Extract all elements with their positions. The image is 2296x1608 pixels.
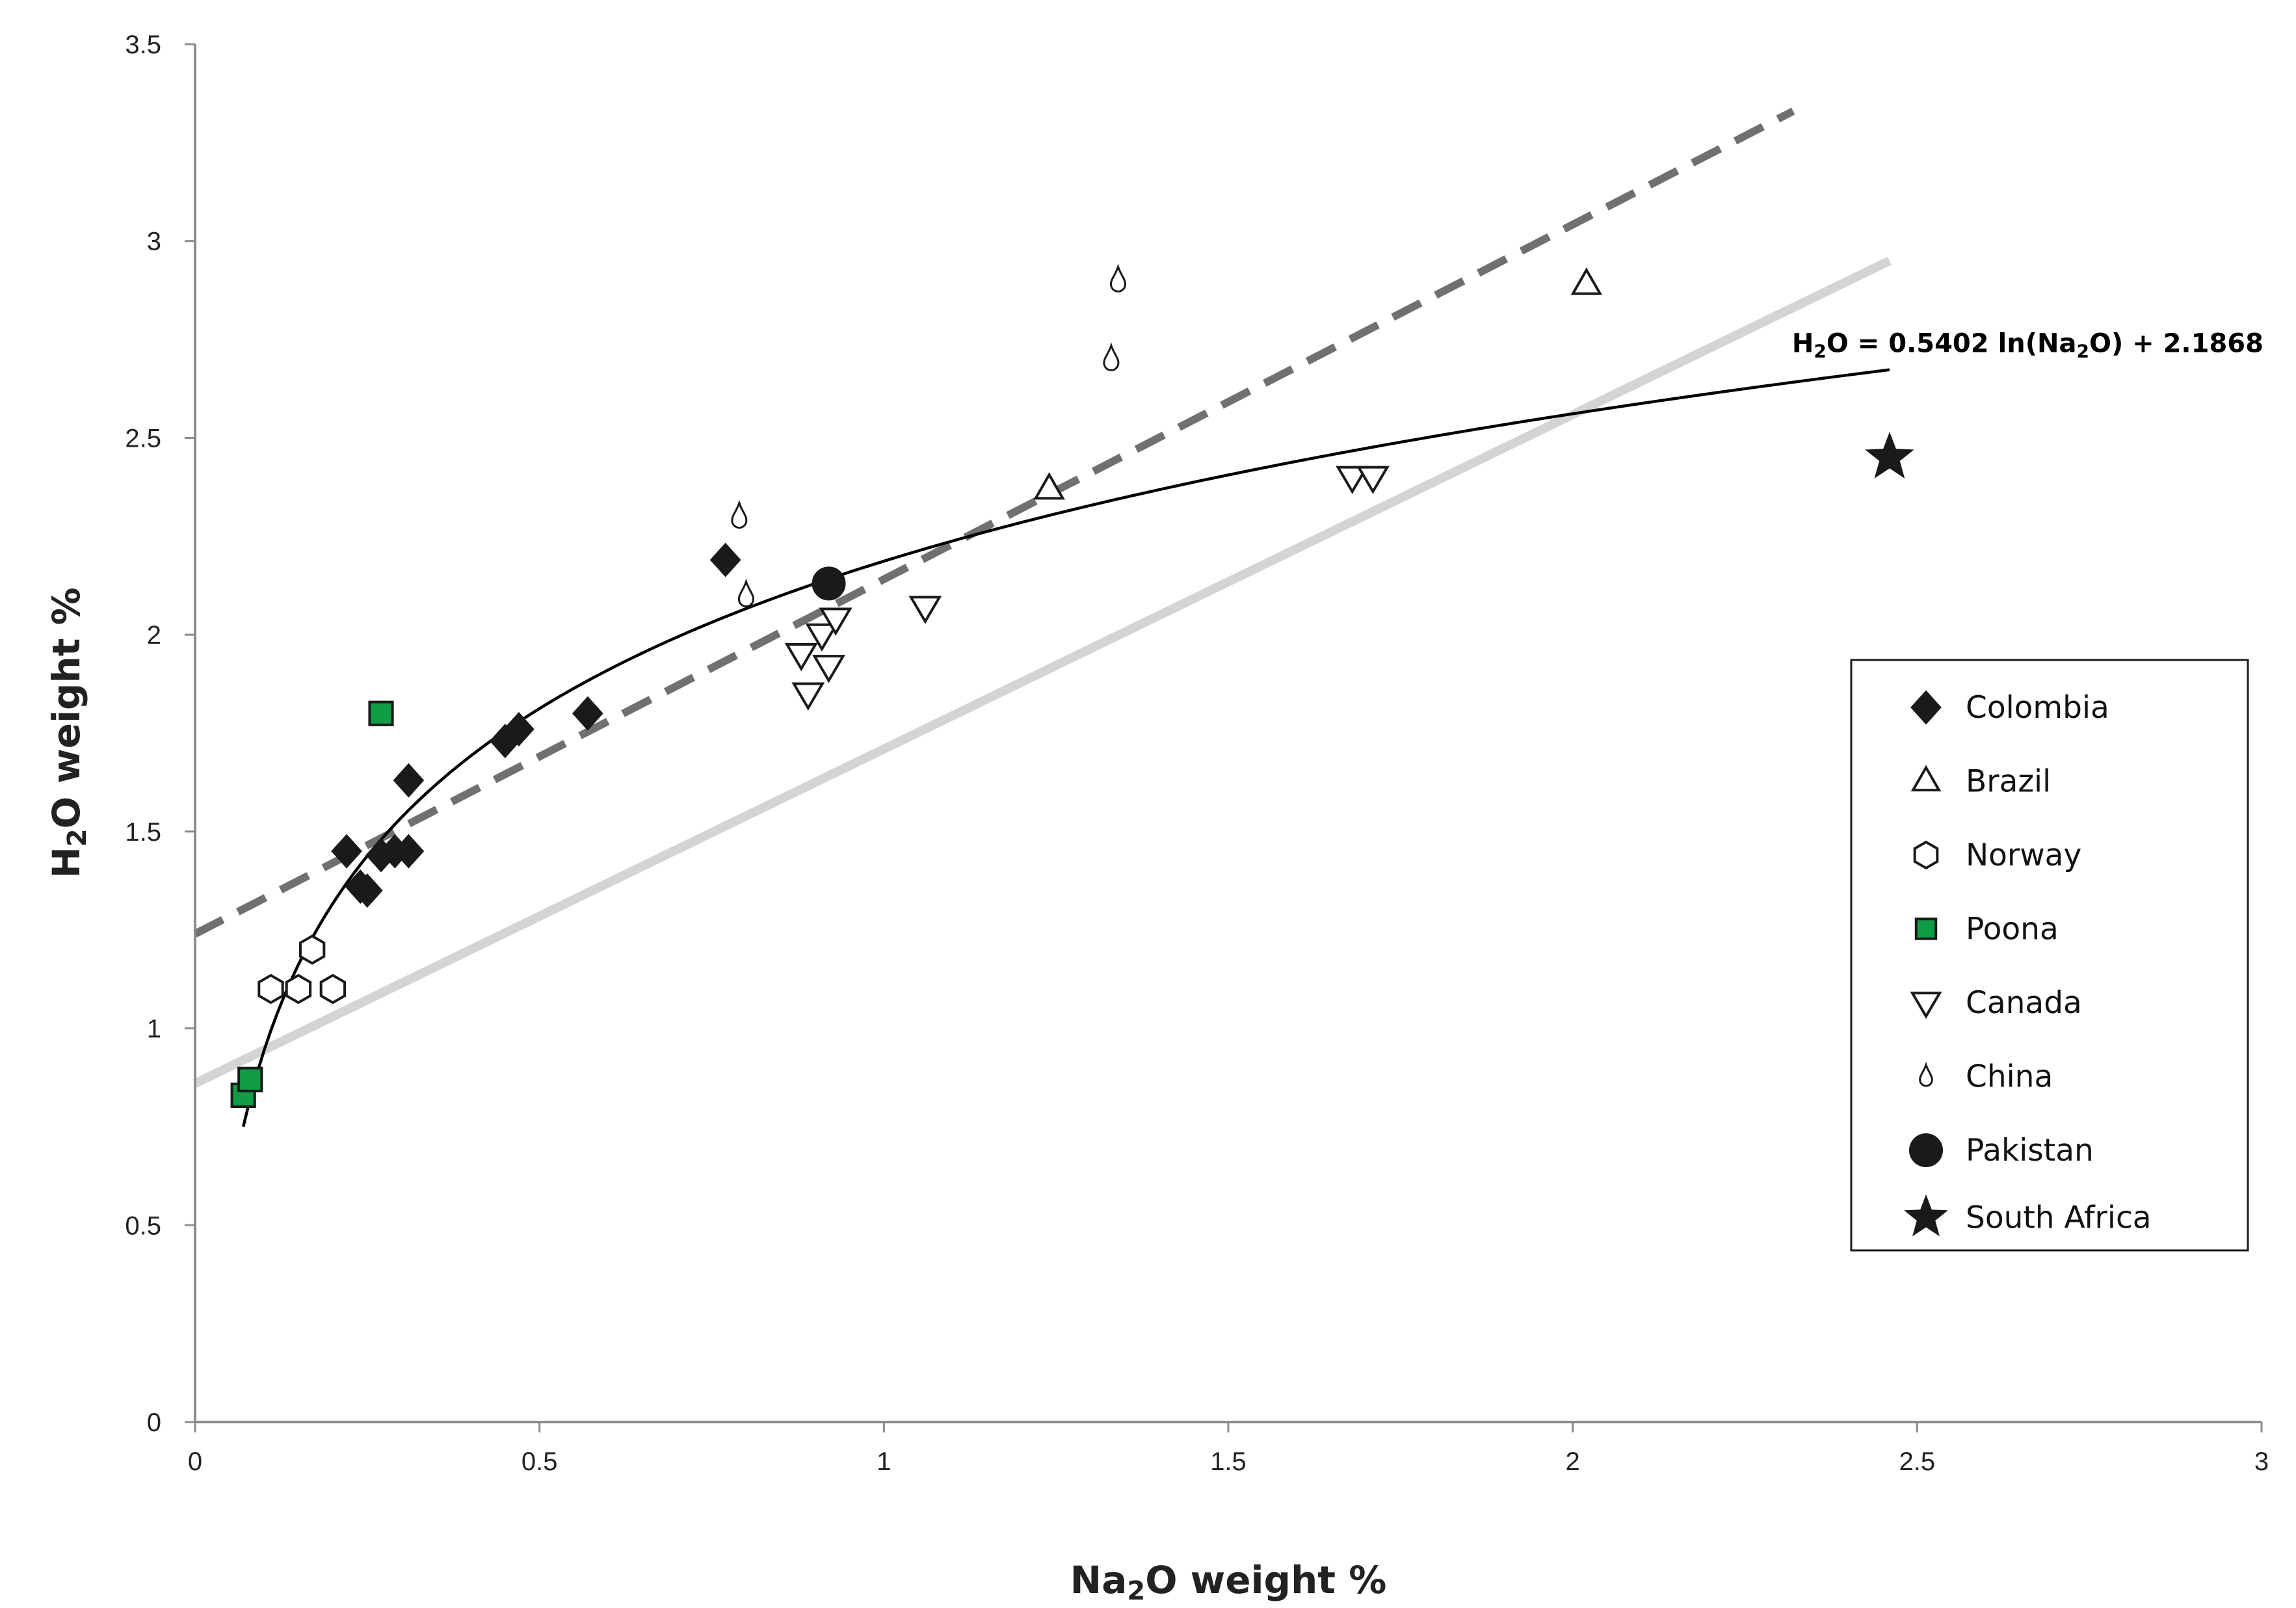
y-tick-label: 1	[147, 1015, 161, 1044]
legend-marker-norway	[1913, 840, 1939, 870]
point-pakistan	[812, 566, 846, 601]
legend: Colombia Brazil Norway Poona Canada China Paki…	[1850, 659, 2249, 1252]
legend-marker-canada	[1910, 992, 1942, 1019]
point-china	[1110, 263, 1127, 293]
legend-label-china: China	[1966, 1059, 2053, 1095]
point-colombia	[572, 696, 603, 731]
y-tick-label: 0	[147, 1408, 161, 1437]
legend-marker-south-africa	[1904, 1194, 1948, 1237]
point-brazil	[1033, 472, 1065, 500]
legend-label-brazil: Brazil	[1966, 764, 2051, 800]
point-norway	[298, 934, 326, 965]
trendline-equation-label: H2O = 0.5402 ln(Na2O) + 2.1868	[1792, 328, 2263, 362]
point-china	[737, 578, 754, 608]
y-tick-label: 1.5	[125, 818, 161, 847]
x-tick-label: 2	[1566, 1447, 1580, 1476]
series-south-africa	[1865, 432, 1914, 479]
x-axis-title: Na2O weight %	[1070, 1558, 1387, 1606]
point-south-africa	[1865, 432, 1914, 479]
point-canada	[1336, 466, 1369, 494]
y-tick-label: 3.5	[125, 31, 161, 59]
x-tick-label: 2.5	[1899, 1447, 1936, 1476]
point-canada	[819, 607, 852, 636]
series-china	[731, 263, 1127, 608]
point-colombia	[709, 542, 741, 577]
point-china	[731, 499, 748, 529]
legend-marker-poona	[1914, 917, 1938, 940]
x-tick-label: 1	[877, 1447, 891, 1476]
y-tick-label: 2.5	[125, 424, 161, 453]
legend-label-norway: Norway	[1966, 837, 2081, 873]
x-tick-label: 0	[188, 1447, 202, 1476]
legend-label-pakistan: Pakistan	[1966, 1133, 2094, 1168]
point-norway	[285, 973, 312, 1005]
series-poona	[230, 700, 394, 1109]
point-canada	[1356, 466, 1390, 494]
point-colombia	[351, 873, 383, 908]
y-tick-label: 0.5	[125, 1211, 161, 1240]
x-tick-label: 1.5	[1210, 1447, 1247, 1476]
x-tick-label: 3	[2254, 1447, 2269, 1476]
point-colombia	[393, 763, 425, 798]
point-norway	[319, 973, 347, 1005]
series-canada	[784, 466, 1390, 711]
trendline-light-linear	[192, 256, 1892, 1088]
legend-label-south-africa: South Africa	[1966, 1200, 2152, 1236]
point-canada	[784, 643, 818, 672]
point-canada	[908, 596, 942, 624]
series-colombia	[331, 542, 741, 908]
legend-marker-china	[1919, 1061, 1933, 1087]
point-colombia	[393, 834, 425, 869]
legend-marker-colombia	[1910, 690, 1942, 725]
legend-label-poona: Poona	[1966, 912, 2059, 947]
point-poona	[237, 1066, 263, 1092]
y-tick-label: 3	[147, 228, 161, 256]
y-tick-label: 2	[147, 621, 161, 650]
point-brazil	[1570, 267, 1603, 295]
legend-marker-brazil	[1910, 765, 1942, 792]
point-china	[1103, 342, 1120, 371]
point-norway	[257, 973, 284, 1005]
point-colombia	[331, 834, 362, 869]
trendline-dashed-linear	[193, 107, 1795, 938]
data-points	[230, 263, 1914, 1109]
series-brazil	[1033, 267, 1603, 500]
legend-label-colombia: Colombia	[1966, 690, 2109, 726]
x-tick-label: 0.5	[521, 1447, 558, 1476]
point-canada	[812, 655, 846, 683]
point-poona	[368, 700, 394, 726]
series-norway	[257, 934, 347, 1005]
point-colombia	[503, 711, 534, 746]
legend-marker-pakistan	[1909, 1133, 1943, 1167]
point-canada	[805, 623, 839, 652]
y-axis-title: H2O weight %	[44, 587, 92, 878]
point-canada	[791, 682, 825, 711]
tick-labels: 0 0.5 1 1.5 2 2.5 3 0 0.5 1 1.5 2 2.5 3 3.5	[125, 31, 2269, 1476]
trendlines	[192, 107, 1892, 1127]
series-pakistan	[812, 566, 846, 601]
legend-label-canada: Canada	[1966, 985, 2082, 1021]
